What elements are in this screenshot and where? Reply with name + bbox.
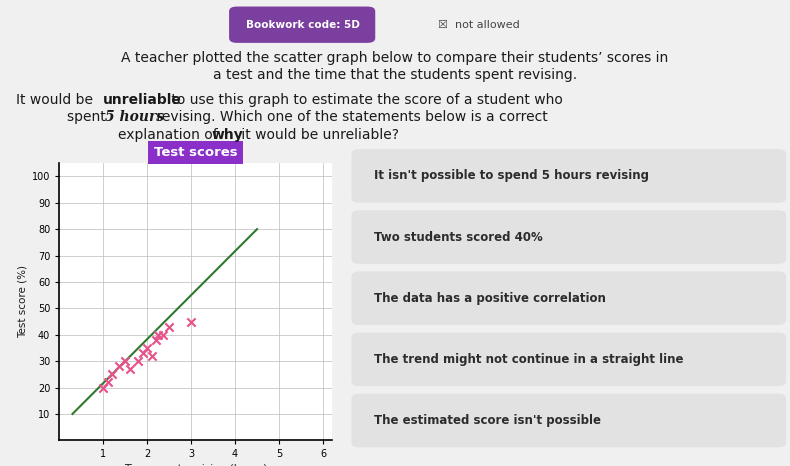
Point	[137, 350, 149, 357]
Point	[118, 357, 131, 365]
Text: The trend might not continue in a straight line: The trend might not continue in a straig…	[374, 353, 683, 366]
Point	[185, 318, 198, 325]
Text: to use this graph to estimate the score of a student who: to use this graph to estimate the score …	[167, 93, 563, 107]
Point	[149, 336, 162, 344]
Point	[97, 384, 110, 391]
Y-axis label: Test score (%): Test score (%)	[17, 265, 28, 338]
Text: A teacher plotted the scatter graph below to compare their students’ scores in: A teacher plotted the scatter graph belo…	[122, 51, 668, 65]
Text: unreliable: unreliable	[103, 93, 182, 107]
Text: why: why	[212, 128, 243, 142]
Text: Two students scored 40%: Two students scored 40%	[374, 231, 543, 244]
Text: The estimated score isn't possible: The estimated score isn't possible	[374, 414, 600, 427]
Point	[101, 378, 114, 386]
Point	[112, 363, 125, 370]
Text: explanation of: explanation of	[118, 128, 223, 142]
Text: ☒  not allowed: ☒ not allowed	[438, 20, 520, 30]
Text: The data has a positive correlation: The data has a positive correlation	[374, 292, 606, 305]
Text: Bookwork code: 5D: Bookwork code: 5D	[246, 20, 359, 30]
Point	[132, 357, 145, 365]
Title: Test scores: Test scores	[154, 146, 237, 159]
Text: revising. Which one of the statements below is a correct: revising. Which one of the statements be…	[152, 110, 548, 124]
Text: It would be: It would be	[16, 93, 97, 107]
Text: It isn't possible to spend 5 hours revising: It isn't possible to spend 5 hours revis…	[374, 170, 649, 182]
Point	[152, 331, 164, 338]
Text: a test and the time that the students spent revising.: a test and the time that the students sp…	[213, 69, 577, 82]
Point	[145, 352, 158, 360]
Point	[106, 370, 118, 378]
Text: it would be unreliable?: it would be unreliable?	[237, 128, 399, 142]
X-axis label: Time spent revising (hours): Time spent revising (hours)	[124, 464, 267, 466]
Text: 5 hours: 5 hours	[105, 110, 164, 124]
Point	[163, 323, 175, 330]
Point	[123, 365, 136, 373]
Point	[141, 344, 153, 352]
Point	[156, 331, 169, 338]
Text: spent: spent	[67, 110, 111, 124]
